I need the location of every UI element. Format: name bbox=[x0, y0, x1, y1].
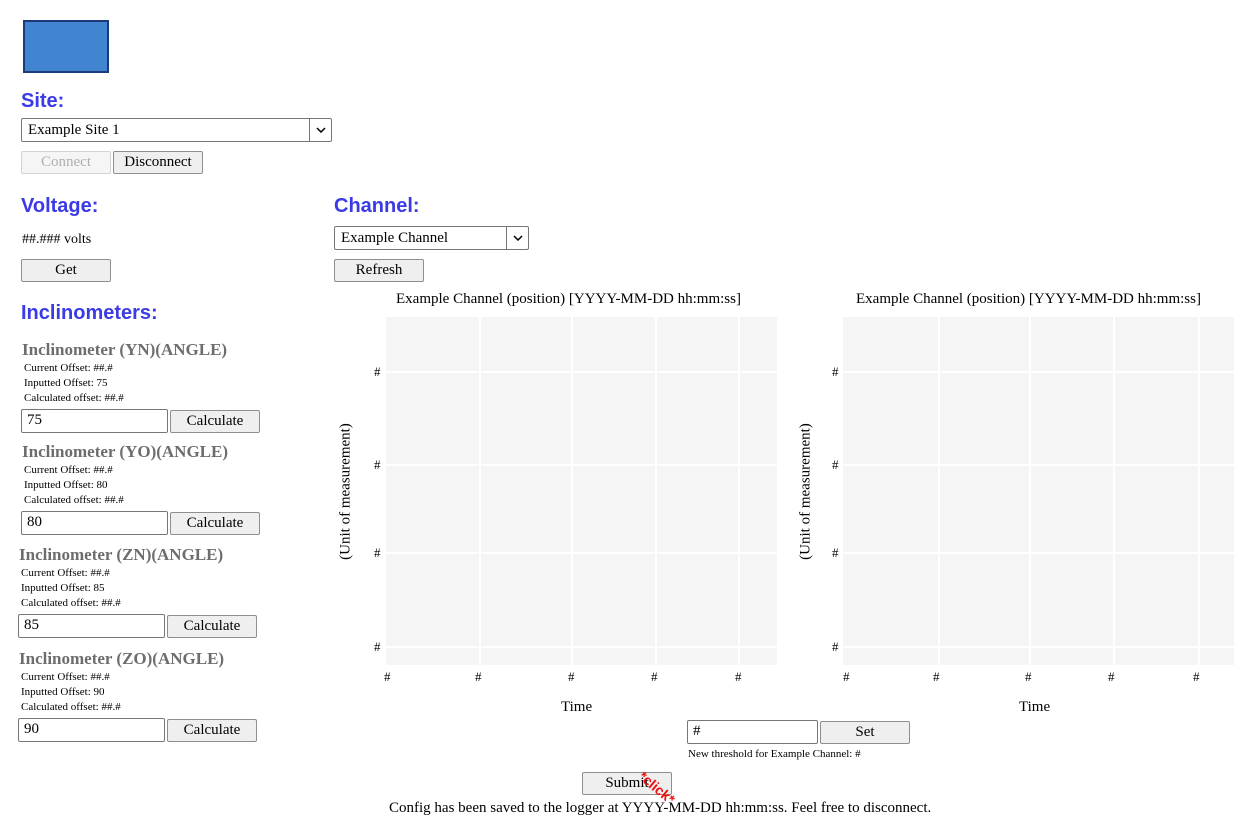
site-select[interactable]: Example Site 1 bbox=[21, 118, 332, 142]
y-tick-label: # bbox=[832, 545, 839, 560]
plot-area[interactable] bbox=[386, 317, 777, 665]
inclinometer-title: Inclinometer (YO)(ANGLE) bbox=[22, 442, 229, 461]
inputted-offset: Inputted Offset: 85 bbox=[21, 582, 105, 594]
x-tick-label: # bbox=[843, 669, 850, 684]
channel-select[interactable]: Example Channel bbox=[334, 226, 529, 250]
chevron-down-icon bbox=[506, 227, 528, 249]
offset-input[interactable]: 90 bbox=[18, 718, 165, 742]
voltage-heading: Voltage: bbox=[21, 195, 99, 217]
x-tick-label: # bbox=[1025, 669, 1032, 684]
plot-area[interactable] bbox=[843, 317, 1234, 665]
inclinometer-title: Inclinometer (ZN)(ANGLE) bbox=[19, 545, 224, 564]
chart-title: Example Channel (position) [YYYY-MM-DD h… bbox=[396, 291, 741, 307]
y-tick-label: # bbox=[374, 545, 381, 560]
chart-title: Example Channel (position) [YYYY-MM-DD h… bbox=[856, 291, 1201, 307]
logo bbox=[23, 20, 109, 73]
x-tick-label: # bbox=[568, 669, 575, 684]
y-axis-label: (Unit of measurement) bbox=[337, 423, 354, 560]
inputted-offset: Inputted Offset: 80 bbox=[24, 479, 108, 491]
current-offset: Current Offset: ##.# bbox=[21, 671, 110, 683]
y-tick-label: # bbox=[832, 457, 839, 472]
x-tick-label: # bbox=[1108, 669, 1115, 684]
y-tick-label: # bbox=[374, 639, 381, 654]
offset-input[interactable]: 85 bbox=[18, 614, 165, 638]
inputted-offset: Inputted Offset: 75 bbox=[24, 377, 108, 389]
refresh-button[interactable]: Refresh bbox=[334, 259, 424, 282]
x-axis-label: Time bbox=[1019, 699, 1051, 715]
inclinometers-heading: Inclinometers: bbox=[21, 302, 158, 324]
status-message: Config has been saved to the logger at Y… bbox=[389, 800, 932, 816]
disconnect-button[interactable]: Disconnect bbox=[113, 151, 203, 174]
calculate-button[interactable]: Calculate bbox=[170, 512, 260, 535]
x-tick-label: # bbox=[1193, 669, 1200, 684]
get-voltage-button[interactable]: Get bbox=[21, 259, 111, 282]
voltage-value: ##.### volts bbox=[22, 232, 92, 247]
site-select-value: Example Site 1 bbox=[28, 122, 120, 138]
y-tick-label: # bbox=[374, 364, 381, 379]
y-tick-label: # bbox=[374, 457, 381, 472]
current-offset: Current Offset: ##.# bbox=[24, 464, 113, 476]
submit-button[interactable]: Submit bbox=[582, 772, 672, 795]
calculate-button[interactable]: Calculate bbox=[170, 410, 260, 433]
current-offset: Current Offset: ##.# bbox=[24, 362, 113, 374]
calculated-offset: Calculated offset: ##.# bbox=[24, 392, 124, 404]
calculated-offset: Calculated offset: ##.# bbox=[21, 597, 121, 609]
offset-input[interactable]: 80 bbox=[21, 511, 168, 535]
x-tick-label: # bbox=[735, 669, 742, 684]
calculated-offset: Calculated offset: ##.# bbox=[24, 494, 124, 506]
channel-select-value: Example Channel bbox=[341, 230, 449, 246]
x-axis-label: Time bbox=[561, 699, 593, 715]
threshold-note: New threshold for Example Channel: # bbox=[688, 748, 861, 760]
chevron-down-icon bbox=[309, 119, 331, 141]
y-axis-label: (Unit of measurement) bbox=[797, 423, 814, 560]
set-threshold-button[interactable]: Set bbox=[820, 721, 910, 744]
current-offset: Current Offset: ##.# bbox=[21, 567, 110, 579]
calculate-button[interactable]: Calculate bbox=[167, 615, 257, 638]
calculate-button[interactable]: Calculate bbox=[167, 719, 257, 742]
x-tick-label: # bbox=[651, 669, 658, 684]
grid-lines bbox=[843, 317, 1234, 665]
site-heading: Site: bbox=[21, 90, 65, 112]
calculated-offset: Calculated offset: ##.# bbox=[21, 701, 121, 713]
inputted-offset: Inputted Offset: 90 bbox=[21, 686, 105, 698]
threshold-input[interactable]: # bbox=[687, 720, 818, 744]
x-tick-label: # bbox=[384, 669, 391, 684]
channel-heading: Channel: bbox=[334, 195, 420, 217]
inclinometer-title: Inclinometer (ZO)(ANGLE) bbox=[19, 649, 225, 668]
grid-lines bbox=[386, 317, 777, 665]
offset-input[interactable]: 75 bbox=[21, 409, 168, 433]
y-tick-label: # bbox=[832, 364, 839, 379]
x-tick-label: # bbox=[933, 669, 940, 684]
y-tick-label: # bbox=[832, 639, 839, 654]
inclinometer-title: Inclinometer (YN)(ANGLE) bbox=[22, 340, 228, 359]
connect-button[interactable]: Connect bbox=[21, 151, 111, 174]
x-tick-label: # bbox=[475, 669, 482, 684]
